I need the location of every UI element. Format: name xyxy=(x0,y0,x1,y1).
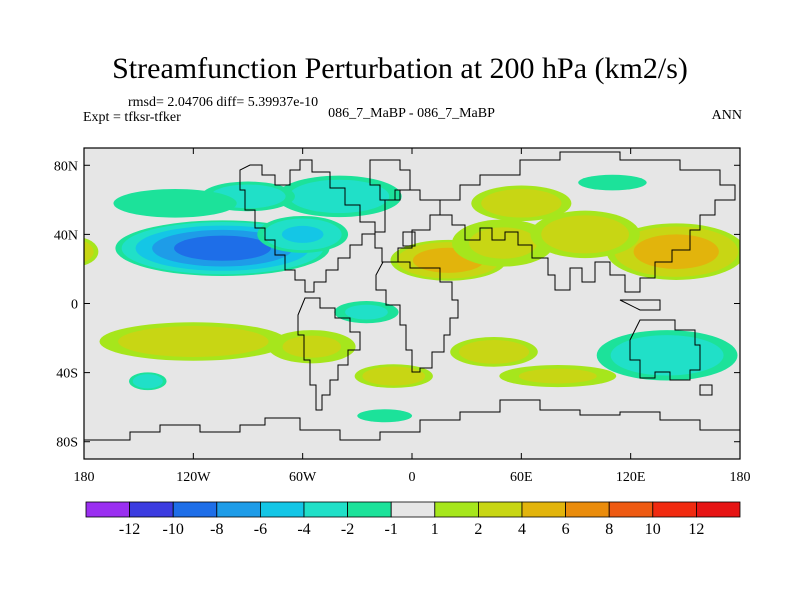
colorbar: -12 -10 -8 -6 -4 -2 -1 1 2 4 6 8 10 12 xyxy=(85,501,741,538)
contour-band xyxy=(118,326,269,357)
contour-atlantic-equator-low xyxy=(334,301,399,324)
contour-north-atlantic-low xyxy=(276,175,402,218)
colorbar-swatch xyxy=(390,501,436,518)
colorbar-label: -2 xyxy=(341,521,354,538)
x-tick-label: 0 xyxy=(409,470,416,485)
colorbar-swatch xyxy=(347,501,392,518)
contour-west-pacific-edge-high xyxy=(84,238,99,266)
contour-band xyxy=(84,241,94,263)
continent-outlines xyxy=(84,151,740,441)
contour-southern-ocean-high xyxy=(499,364,617,388)
contour-south-pacific-high xyxy=(99,322,288,361)
x-tick-label: 60E xyxy=(510,470,533,485)
colorbar-label: -4 xyxy=(297,521,310,538)
colorbar-label: 4 xyxy=(518,521,526,538)
x-tick-label: 120W xyxy=(176,470,211,485)
colorbar-label: 6 xyxy=(562,521,570,538)
contour-subpolar-weak-low xyxy=(113,189,237,218)
contour-band xyxy=(518,368,597,384)
colorbar-swatch xyxy=(608,501,654,518)
contour-asia-high xyxy=(606,223,740,280)
y-tick-label: 80N xyxy=(54,159,78,174)
rmsd-diff-stats: rmsd= 2.04706 diff= 5.39937e-10 xyxy=(128,95,319,110)
colorbar-swatch xyxy=(652,501,697,518)
contour-south-pacific-small-low xyxy=(129,372,167,391)
contour-band xyxy=(281,225,324,243)
map-axes: 180 120W 60W 0 60E 120E 180 80N 40N 0 40S 80S xyxy=(54,148,751,485)
colorbar-label: -12 xyxy=(119,521,140,538)
colorbar-swatch xyxy=(129,501,174,518)
y-tick-label: 0 xyxy=(71,298,78,313)
contour-arctic-africa-high xyxy=(451,219,555,267)
contour-asia-high-west xyxy=(530,210,640,259)
contour-band xyxy=(174,235,271,261)
x-tick-label: 120E xyxy=(616,470,646,485)
experiment-label: Expt = tfksr-tfker xyxy=(83,110,181,125)
contour-band xyxy=(113,189,237,218)
colorbar-swatch xyxy=(259,501,305,518)
colorbar-label: 2 xyxy=(474,521,482,538)
contour-south-america-high xyxy=(267,330,356,364)
colorbar-swatch xyxy=(477,501,523,518)
contour-south-atlantic-high xyxy=(354,364,433,388)
colorbar-label: -8 xyxy=(210,521,223,538)
colorbar-label: 1 xyxy=(431,521,439,538)
colorbar-label: -6 xyxy=(254,521,267,538)
contour-band xyxy=(288,179,390,214)
colorbar-label: -1 xyxy=(385,521,398,538)
contour-band xyxy=(469,227,538,259)
contour-australia-low xyxy=(596,330,738,381)
y-tick-label: 40N xyxy=(54,228,78,243)
colorbar-swatch xyxy=(434,501,479,518)
colorbar-swatch xyxy=(696,501,741,518)
colorbar-swatch xyxy=(565,501,610,518)
contour-band xyxy=(481,189,562,218)
contour-indian-ocean-high xyxy=(450,337,538,367)
contour-band xyxy=(458,339,530,364)
x-tick-label: 180 xyxy=(74,470,95,485)
contour-band xyxy=(357,409,413,423)
contour-band xyxy=(345,304,388,320)
colorbar-swatch xyxy=(216,501,261,518)
chart-title: Streamfunction Perturbation at 200 hPa (… xyxy=(112,52,688,85)
x-tick-label: 60W xyxy=(289,470,317,485)
y-tick-label: 40S xyxy=(56,367,78,382)
contour-band xyxy=(610,335,724,376)
colorbar-label: 8 xyxy=(605,521,613,538)
contour-north-arctic-low xyxy=(578,174,647,191)
colorbar-swatch xyxy=(521,501,566,518)
x-tick-label: 180 xyxy=(730,470,751,485)
contour-north-pacific-low-east xyxy=(257,215,349,253)
contour-band xyxy=(633,234,719,269)
contour-band xyxy=(541,215,630,254)
contour-band xyxy=(132,374,163,389)
colorbar-label: 10 xyxy=(645,521,661,538)
contour-band xyxy=(578,174,647,191)
contour-band xyxy=(362,366,426,386)
colorbar-swatch xyxy=(85,501,130,518)
y-tick-label: 80S xyxy=(56,436,78,451)
season-label: ANN xyxy=(711,108,742,123)
colorbar-swatch xyxy=(303,501,348,518)
contour-siberia-high xyxy=(471,185,572,222)
colorbar-label: -10 xyxy=(163,521,184,538)
colorbar-swatch xyxy=(172,501,218,518)
colorbar-label: 12 xyxy=(688,521,704,538)
contour-antarctic-low xyxy=(357,409,413,423)
case-subtitle: 086_7_MaBP - 086_7_MaBP xyxy=(328,106,495,121)
contour-band xyxy=(282,335,341,358)
